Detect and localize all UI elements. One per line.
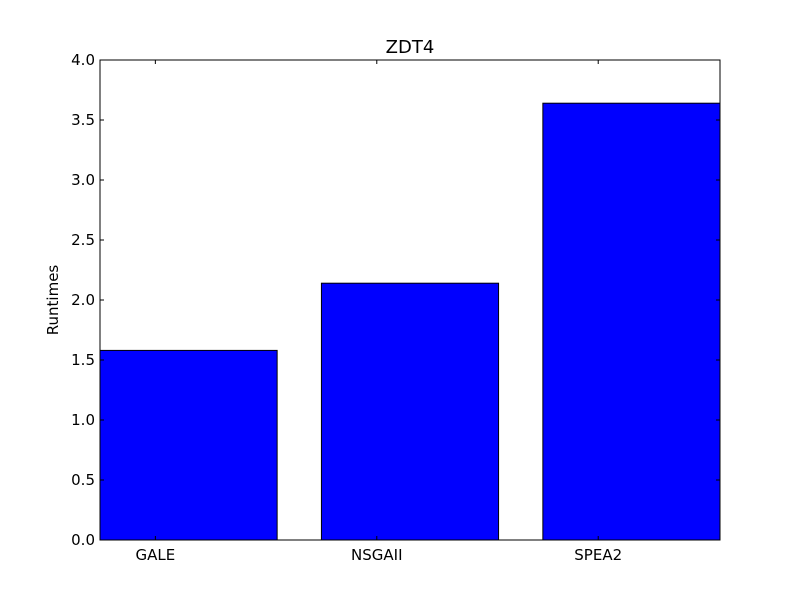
chart-title: ZDT4 xyxy=(386,37,435,58)
y-tick-label: 2.0 xyxy=(71,291,95,309)
x-tick-labels: GALE NSGAII SPEA2 xyxy=(135,546,622,564)
y-tick-label: 3.5 xyxy=(71,111,95,129)
x-tick-label: SPEA2 xyxy=(574,546,622,564)
bar-nsgaii xyxy=(320,282,500,541)
plot-frame xyxy=(99,59,721,541)
x-tick-label: NSGAII xyxy=(351,546,402,564)
y-tick-labels: 0.0 0.5 1.0 1.5 2.0 2.5 3.0 3.5 4.0 xyxy=(71,51,95,549)
bar-spea2 xyxy=(542,102,721,541)
y-tick-label: 3.0 xyxy=(71,171,95,189)
bar-gale xyxy=(99,349,278,541)
y-tick-label: 4.0 xyxy=(71,51,95,69)
y-tick-label: 1.5 xyxy=(71,351,95,369)
y-tick-label: 0.0 xyxy=(71,531,95,549)
y-tick-label: 0.5 xyxy=(71,471,95,489)
bars-group xyxy=(99,102,721,541)
y-tick-label: 2.5 xyxy=(71,231,95,249)
y-tick-label: 1.0 xyxy=(71,411,95,429)
x-tick-label: GALE xyxy=(135,546,175,564)
y-axis-label: Runtimes xyxy=(44,265,62,336)
